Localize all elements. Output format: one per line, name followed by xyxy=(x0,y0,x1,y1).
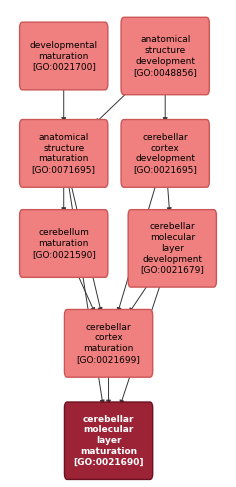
FancyBboxPatch shape xyxy=(20,22,108,90)
Text: cerebellar
cortex
development
[GO:0021695]: cerebellar cortex development [GO:002169… xyxy=(133,133,197,174)
FancyBboxPatch shape xyxy=(121,119,209,187)
FancyBboxPatch shape xyxy=(20,119,108,187)
FancyBboxPatch shape xyxy=(64,402,153,479)
Text: cerebellar
molecular
layer
development
[GO:0021679]: cerebellar molecular layer development [… xyxy=(140,223,204,274)
Text: anatomical
structure
maturation
[GO:0071695]: anatomical structure maturation [GO:0071… xyxy=(32,133,96,174)
FancyBboxPatch shape xyxy=(121,17,209,94)
Text: anatomical
structure
development
[GO:0048856]: anatomical structure development [GO:004… xyxy=(133,36,197,76)
FancyBboxPatch shape xyxy=(128,209,216,287)
Text: developmental
maturation
[GO:0021700]: developmental maturation [GO:0021700] xyxy=(30,41,98,71)
Text: cerebellar
molecular
layer
maturation
[GO:0021690]: cerebellar molecular layer maturation [G… xyxy=(73,415,144,467)
FancyBboxPatch shape xyxy=(64,310,153,377)
FancyBboxPatch shape xyxy=(20,209,108,277)
Text: cerebellum
maturation
[GO:0021590]: cerebellum maturation [GO:0021590] xyxy=(32,228,96,259)
Text: cerebellar
cortex
maturation
[GO:0021699]: cerebellar cortex maturation [GO:0021699… xyxy=(77,323,140,364)
